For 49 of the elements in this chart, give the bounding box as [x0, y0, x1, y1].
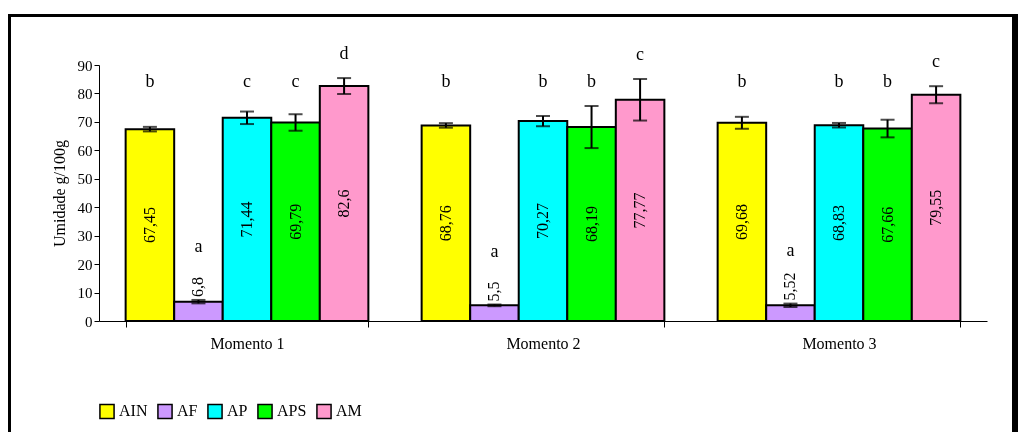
- y-tick-label: 40: [77, 199, 93, 216]
- data-label: 71,44: [238, 201, 255, 238]
- annotation: c: [291, 70, 300, 91]
- data-label: 67,45: [140, 207, 158, 244]
- x-tick-label: Momento 3: [802, 334, 877, 352]
- legend-label: AF: [177, 402, 198, 420]
- data-label: 5,5: [485, 281, 503, 302]
- legend-label: APS: [277, 402, 307, 420]
- data-label: 70,27: [534, 203, 551, 240]
- annotation: b: [538, 70, 548, 91]
- data-label: 68,76: [436, 205, 454, 242]
- y-tick-label: 70: [77, 114, 93, 131]
- y-tick-label: 60: [77, 142, 93, 159]
- y-axis-title: Umidade g/100g: [50, 139, 69, 248]
- legend-label: AM: [336, 402, 362, 420]
- annotation: b: [587, 70, 597, 91]
- data-label: 68,83: [830, 205, 847, 242]
- legend-label: AP: [227, 402, 248, 420]
- y-tick-label: 20: [77, 256, 93, 273]
- data-label: 5,52: [781, 272, 799, 301]
- y-tick-label: 50: [77, 171, 93, 188]
- legend-label: AIN: [119, 402, 148, 420]
- data-label: 6,8: [189, 276, 207, 297]
- x-tick-label: Momento 2: [506, 334, 581, 352]
- y-tick-label: 90: [77, 57, 93, 74]
- y-tick-label: 0: [85, 313, 93, 330]
- data-label: 69,68: [732, 203, 750, 240]
- y-tick-label: 80: [77, 85, 93, 102]
- annotation: b: [441, 70, 451, 91]
- annotation: a: [194, 236, 203, 257]
- text: d: [339, 42, 349, 63]
- annotation: a: [786, 240, 795, 261]
- annotation: c: [243, 70, 251, 91]
- y-tick-label: 10: [77, 285, 93, 302]
- data-label: 68,19: [582, 206, 600, 243]
- annotation: b: [737, 70, 747, 91]
- data-label: 79,55: [927, 189, 945, 226]
- annotation: c: [932, 50, 941, 71]
- data-label: 69,79: [286, 203, 304, 240]
- annotation: b: [834, 70, 844, 91]
- annotation: a: [490, 240, 499, 261]
- annotation: b: [145, 70, 155, 91]
- annotation: b: [883, 70, 893, 91]
- data-label: 67,66: [878, 206, 896, 243]
- x-tick-label: Momento 1: [210, 334, 285, 352]
- data-label: 82,6: [335, 189, 353, 218]
- data-label: 77,77: [631, 192, 649, 229]
- text: c: [636, 43, 645, 64]
- y-tick-label: 30: [77, 228, 93, 245]
